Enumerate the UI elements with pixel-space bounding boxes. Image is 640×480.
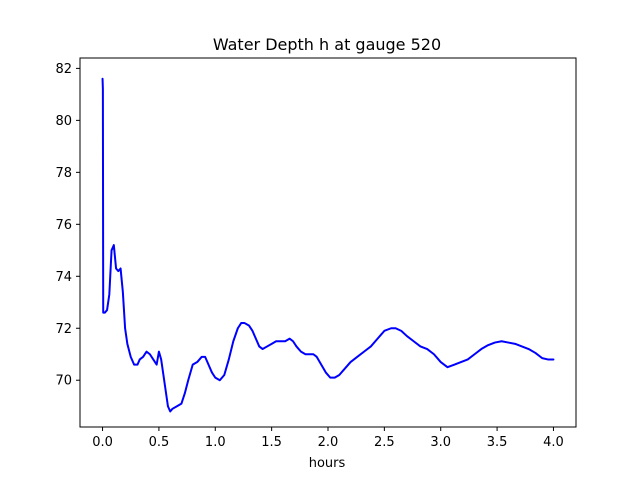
series-line [101,77,555,413]
plot-frame [79,57,577,428]
y-axis: 70 72 74 76 78 80 82 [55,62,80,389]
x-tick-label: 0.0 [92,435,113,450]
y-tick-label: 82 [55,62,72,77]
x-tick-label: 3.0 [430,435,451,450]
x-axis-label: hours [309,456,346,471]
y-tick-label: 76 [55,218,72,233]
x-tick-label: 4.0 [543,435,564,450]
y-tick-label: 78 [55,166,72,181]
x-tick-label: 0.5 [149,435,170,450]
x-tick-label: 3.5 [487,435,508,450]
x-axis: 0.0 0.5 1.0 1.5 2.0 2.5 3.0 3.5 4.0 [92,427,564,450]
y-tick-label: 74 [55,270,72,285]
y-tick-label: 72 [55,322,72,337]
y-tick-label: 80 [55,114,72,129]
x-tick-label: 2.5 [374,435,395,450]
chart-title: Water Depth h at gauge 520 [213,35,441,54]
y-tick-label: 70 [55,374,72,389]
plot-area [79,57,577,428]
x-tick-label: 1.5 [261,435,282,450]
x-tick-label: 2.0 [318,435,339,450]
x-tick-label: 1.0 [205,435,226,450]
